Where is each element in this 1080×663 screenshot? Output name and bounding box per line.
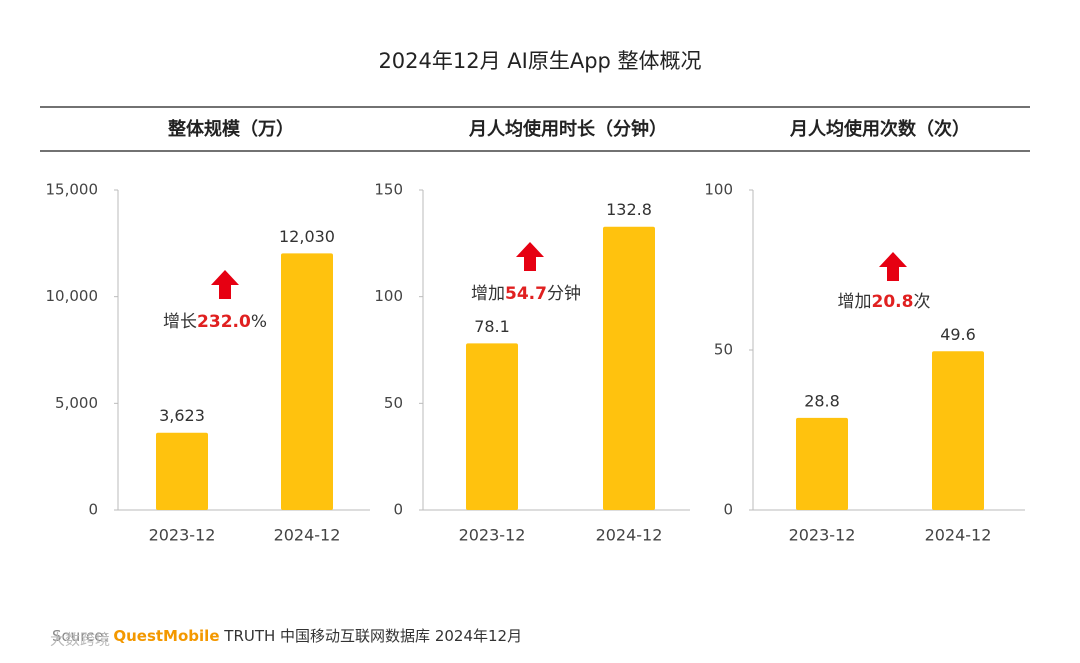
annotation: 增加20.8次	[838, 292, 931, 312]
bar	[156, 432, 208, 510]
value-label: 28.8	[804, 391, 840, 410]
watermark: 大数跨境	[50, 631, 110, 649]
y-tick-label: 50	[384, 394, 403, 412]
value-label: 12,030	[279, 227, 335, 246]
source: Source: QuestMobile TRUTH 中国移动互联网数据库 202…	[52, 627, 522, 645]
value-label: 132.8	[606, 200, 652, 219]
y-tick-label: 5,000	[55, 394, 98, 412]
x-tick-label: 2023-12	[149, 526, 216, 545]
bar	[466, 343, 518, 510]
x-tick-label: 2023-12	[789, 526, 856, 545]
x-tick-label: 2023-12	[459, 526, 526, 545]
y-tick-label: 0	[88, 501, 98, 519]
y-tick-label: 100	[704, 181, 733, 199]
subchart-title: 月人均使用次数（次）	[789, 118, 970, 140]
source-brand: QuestMobile	[113, 627, 219, 645]
annotation: 增长232.0%	[163, 312, 267, 332]
source-label: Source:	[52, 627, 109, 645]
up-arrow	[879, 252, 907, 281]
annotation: 增加54.7分钟	[471, 284, 581, 304]
annotation-suffix: %	[251, 312, 267, 332]
x-tick-label: 2024-12	[925, 526, 992, 545]
annotation-prefix: 增长	[163, 312, 197, 332]
value-label: 3,623	[159, 406, 205, 425]
annotation-highlight: 54.7	[505, 284, 547, 304]
y-tick-label: 0	[723, 501, 733, 519]
annotation-prefix: 增加	[838, 292, 872, 312]
y-tick-label: 150	[374, 181, 403, 199]
annotation-highlight: 232.0	[197, 312, 251, 332]
bar	[932, 351, 984, 510]
subchart-title: 月人均使用时长（分钟）	[468, 118, 667, 140]
page-title: 2024年12月 AI原生App 整体概况	[378, 49, 701, 73]
bar	[603, 226, 655, 510]
up-arrow	[211, 270, 239, 299]
annotation-suffix: 分钟	[547, 284, 581, 304]
bar	[796, 417, 848, 510]
y-tick-label: 15,000	[46, 181, 99, 199]
value-label: 49.6	[940, 325, 976, 344]
value-label: 78.1	[474, 317, 510, 336]
x-tick-label: 2024-12	[596, 526, 663, 545]
up-arrow	[516, 242, 544, 271]
subchart-title: 整体规模（万）	[167, 118, 294, 140]
annotation-suffix: 次	[913, 292, 930, 312]
annotation-prefix: 增加	[471, 284, 505, 304]
x-tick-label: 2024-12	[274, 526, 341, 545]
annotation-highlight: 20.8	[872, 292, 914, 312]
y-tick-label: 100	[374, 287, 403, 305]
y-tick-label: 0	[393, 501, 403, 519]
source-text: TRUTH 中国移动互联网数据库 2024年12月	[223, 627, 522, 645]
y-tick-label: 10,000	[46, 287, 99, 305]
y-tick-label: 50	[714, 341, 733, 359]
bar	[281, 253, 333, 511]
